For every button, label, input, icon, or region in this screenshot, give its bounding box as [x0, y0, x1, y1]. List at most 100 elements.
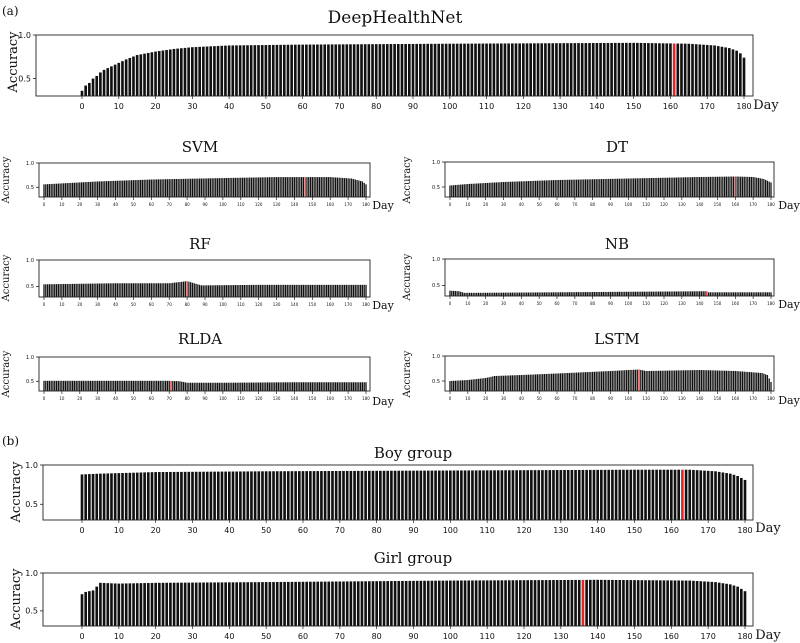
- bar: [73, 380, 76, 391]
- bar: [679, 370, 681, 391]
- bar: [574, 179, 576, 198]
- bar: [754, 177, 756, 197]
- bar: [588, 579, 592, 626]
- bar-highlight: [638, 369, 640, 391]
- x-tick-label: 180: [737, 632, 752, 641]
- x-tick-label: 90: [608, 202, 614, 207]
- bar: [331, 581, 334, 626]
- bar: [202, 46, 205, 96]
- chart-2: 0.51.00 10 20 30 40 50 60 70 80 90 100 110 120 130 140…: [402, 138, 800, 212]
- bar: [70, 182, 72, 197]
- bar: [290, 44, 293, 96]
- bar: [640, 291, 642, 296]
- bar: [95, 473, 99, 520]
- bar: [629, 580, 633, 626]
- bar: [624, 291, 626, 296]
- bar: [209, 285, 212, 297]
- bar: [555, 580, 559, 626]
- bar: [281, 382, 283, 391]
- bar: [588, 372, 590, 391]
- bar: [89, 380, 92, 391]
- x-tick-label: 0: [79, 526, 84, 535]
- bar: [477, 292, 480, 296]
- bar: [70, 283, 72, 297]
- bar: [485, 580, 489, 626]
- bar: [118, 283, 120, 297]
- x-tick-label: 70: [335, 632, 345, 641]
- bar: [551, 373, 553, 391]
- bar: [533, 292, 535, 296]
- bar: [320, 581, 323, 626]
- bar: [89, 283, 92, 297]
- bar: [652, 291, 654, 296]
- bar: [467, 470, 471, 520]
- bar: [515, 292, 517, 296]
- bar: [636, 42, 639, 96]
- bar: [501, 292, 503, 296]
- bar: [595, 179, 597, 197]
- bar: [150, 283, 152, 297]
- bar: [154, 380, 156, 391]
- bar: [359, 284, 362, 297]
- bar: [177, 381, 179, 391]
- bar: [658, 469, 662, 520]
- bar: [707, 370, 710, 391]
- bar: [263, 382, 265, 391]
- bar: [300, 284, 303, 297]
- bar: [472, 379, 474, 391]
- bar: [342, 284, 344, 297]
- bar: [323, 581, 327, 626]
- bar: [666, 469, 669, 520]
- bar: [71, 380, 74, 391]
- bar: [616, 370, 619, 392]
- bar: [250, 284, 253, 297]
- bar: [253, 45, 257, 96]
- bar: [367, 581, 371, 626]
- bar: [615, 291, 617, 296]
- bar: [518, 470, 522, 520]
- bar: [91, 181, 93, 197]
- bar: [379, 470, 382, 520]
- bar: [363, 44, 367, 96]
- bar-highlight: [581, 579, 585, 626]
- bar: [351, 284, 353, 297]
- bar: [456, 380, 458, 391]
- x-tick-label: 20: [151, 526, 161, 535]
- x-tick-label: 100: [219, 202, 227, 207]
- x-tick-label: 120: [660, 202, 668, 207]
- bar: [225, 382, 228, 391]
- bar: [145, 380, 147, 391]
- bar: [218, 285, 220, 297]
- bar: [52, 284, 54, 297]
- bar: [552, 180, 555, 197]
- bar: [129, 283, 131, 297]
- bar: [361, 284, 364, 297]
- bar: [766, 375, 769, 391]
- bar: [540, 43, 544, 96]
- bar: [693, 177, 695, 197]
- bar: [713, 370, 715, 391]
- bar: [579, 372, 581, 391]
- bar: [345, 284, 347, 297]
- bar: [64, 284, 67, 297]
- bar: [593, 371, 596, 391]
- x-tick-label: 100: [625, 301, 633, 306]
- bar: [629, 178, 631, 197]
- bar: [408, 470, 412, 520]
- bar: [722, 370, 724, 391]
- bar: [531, 374, 533, 391]
- bar: [761, 292, 763, 296]
- bar: [608, 371, 610, 391]
- bar: [461, 292, 464, 296]
- bar: [590, 179, 592, 197]
- bar: [121, 61, 124, 96]
- bar: [161, 380, 163, 391]
- bar: [393, 470, 397, 520]
- bar: [70, 380, 72, 391]
- bar: [497, 182, 499, 197]
- bar: [113, 473, 117, 520]
- bar: [688, 177, 690, 197]
- bar: [716, 46, 720, 96]
- bar: [258, 177, 260, 197]
- bar: [318, 284, 321, 297]
